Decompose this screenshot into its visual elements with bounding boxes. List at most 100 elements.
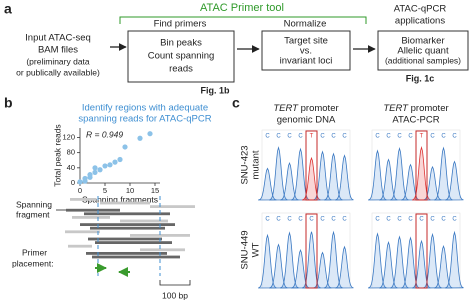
peak — [291, 249, 310, 289]
title-text: promoter — [301, 103, 339, 114]
base-call: C — [430, 134, 435, 140]
peak — [445, 160, 464, 201]
point — [122, 144, 128, 150]
fragment-diagram — [65, 198, 195, 259]
tool-bracket — [119, 16, 367, 24]
highlight — [415, 130, 428, 201]
peak — [401, 163, 420, 201]
x-tick-label: 10 — [126, 186, 134, 195]
base-call: C — [331, 217, 336, 223]
step-header: Normalize — [284, 19, 327, 30]
base-call: C — [386, 217, 391, 223]
point — [82, 175, 88, 182]
base-call: C — [342, 134, 347, 140]
row-label: SNU-449 — [240, 230, 251, 269]
fragment — [84, 212, 170, 216]
y-tick-label: 40 — [67, 163, 75, 172]
y-tick-label: 80 — [67, 148, 75, 157]
row-label: mutant — [251, 150, 262, 179]
caption: Identify regions with adequate — [82, 103, 208, 114]
base-call: C — [397, 217, 402, 223]
y-tick-label: 0 — [71, 178, 75, 187]
base-call: C — [287, 217, 292, 223]
fragment — [72, 216, 110, 219]
peak — [335, 154, 354, 201]
peak — [258, 233, 277, 289]
panel-label: c — [232, 95, 240, 111]
peak — [269, 243, 288, 289]
peak — [324, 230, 343, 289]
base-call: C — [397, 134, 402, 140]
base-call: C — [331, 134, 336, 140]
point — [97, 167, 103, 173]
box-text: vs. — [300, 46, 312, 57]
fragment — [90, 226, 165, 230]
peak — [269, 146, 288, 201]
fragment — [120, 219, 168, 223]
x-tick-label: 15 — [151, 186, 159, 195]
base-call: C — [276, 134, 281, 140]
fragment — [88, 237, 162, 241]
gene: TERT — [383, 103, 409, 114]
base-call: C — [320, 217, 325, 223]
base-call: C — [419, 217, 424, 223]
figure-ref: Fig. 1c — [406, 73, 435, 83]
base-call: T — [310, 134, 314, 140]
box-text: (additional samples) — [385, 55, 461, 65]
scale-bar — [159, 280, 191, 286]
column-title: TERT promoter — [383, 103, 448, 114]
figure-ref: Fig. 1b — [201, 85, 231, 95]
peak — [412, 239, 431, 289]
peak — [423, 165, 442, 201]
input-text: Input ATAC-seq — [25, 33, 91, 44]
x-tick-label: 5 — [103, 186, 107, 195]
base-call: C — [342, 217, 347, 223]
point — [92, 165, 98, 171]
peak — [390, 235, 409, 289]
title-text: promoter — [411, 103, 449, 114]
column-title: TERT promoter — [273, 103, 338, 114]
peak — [302, 156, 321, 201]
peak — [379, 241, 398, 289]
input-note: (preliminary data — [26, 56, 90, 66]
y-axis-label: Total peak reads — [52, 124, 62, 186]
base-call: C — [276, 217, 281, 223]
row-label: SNU-423 — [240, 145, 251, 184]
x-tick-label: 0 — [78, 186, 82, 195]
chromatograms: C C C C T C C C C C C C T C C CC C C C C C C C C C C C C C C C — [258, 129, 464, 289]
panel-label: b — [4, 95, 13, 111]
fragment — [86, 252, 167, 255]
scale-label: 100 bp — [162, 290, 188, 300]
peak — [280, 162, 299, 201]
base-call: C — [430, 217, 435, 223]
base-call: C — [375, 134, 380, 140]
gene: TERT — [273, 103, 299, 114]
peak — [258, 167, 277, 201]
tool-title: ATAC Primer tool — [200, 2, 284, 14]
peak — [390, 147, 409, 201]
x-axis-label: Spanning fragments — [82, 194, 158, 204]
base-call: C — [265, 217, 270, 223]
base-call: C — [408, 217, 413, 223]
base-call: C — [408, 134, 413, 140]
point — [77, 179, 83, 185]
panel-label: a — [4, 1, 12, 17]
peak — [368, 149, 387, 201]
point — [112, 159, 118, 165]
box-text: Allelic quant — [397, 46, 449, 57]
annotation: R = 0.949 — [86, 129, 123, 139]
base-call: C — [298, 217, 303, 223]
base-call: C — [452, 217, 457, 223]
peak — [401, 236, 420, 289]
point — [137, 135, 143, 141]
peak — [291, 147, 310, 201]
fragment — [150, 205, 195, 208]
point — [147, 131, 153, 137]
peak — [313, 251, 332, 289]
box-text: reads — [169, 64, 193, 75]
peak — [313, 150, 332, 201]
point — [102, 163, 108, 169]
fragment — [92, 255, 180, 259]
column-subtitle: genomic DNA — [277, 115, 336, 126]
